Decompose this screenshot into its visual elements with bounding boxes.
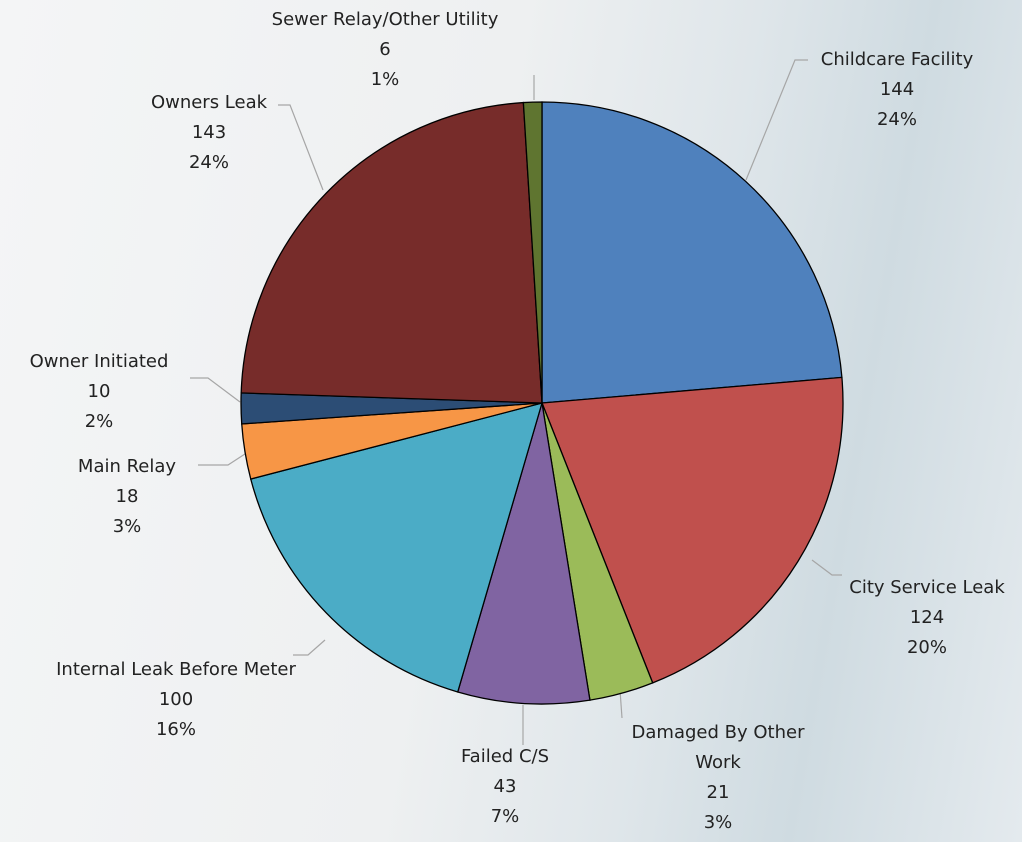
value-label: 18 <box>47 482 207 512</box>
pie-slice <box>542 102 842 403</box>
category-label: Sewer Relay/Other Utility <box>235 5 535 35</box>
value-label: 124 <box>827 603 1022 633</box>
category-label: Failed C/S <box>425 742 585 772</box>
value-label: 21 <box>608 778 828 808</box>
category-label: Owner Initiated <box>4 347 194 377</box>
value-label: 144 <box>797 75 997 105</box>
value-label: 143 <box>129 118 289 148</box>
category-label: Internal Leak Before Meter <box>56 655 296 685</box>
percent-label: 3% <box>47 512 207 542</box>
percent-label: 3% <box>608 808 828 838</box>
leader-line <box>190 378 240 402</box>
category-label: Damaged By Other Work <box>608 718 828 778</box>
percent-label: 16% <box>56 715 296 745</box>
percent-label: 7% <box>425 802 585 832</box>
category-label: City Service Leak <box>827 573 1022 603</box>
leader-line <box>293 640 325 655</box>
value-label: 6 <box>235 35 535 65</box>
value-label: 43 <box>425 772 585 802</box>
category-label: Childcare Facility <box>797 45 997 75</box>
category-label: Main Relay <box>47 452 207 482</box>
percent-label: 24% <box>797 105 997 135</box>
percent-label: 1% <box>235 65 535 95</box>
percent-label: 2% <box>4 407 194 437</box>
percent-label: 20% <box>827 633 1022 663</box>
value-label: 10 <box>4 377 194 407</box>
chart: Childcare Facility14424%City Service Lea… <box>0 0 1022 842</box>
value-label: 100 <box>56 685 296 715</box>
percent-label: 24% <box>129 148 289 178</box>
